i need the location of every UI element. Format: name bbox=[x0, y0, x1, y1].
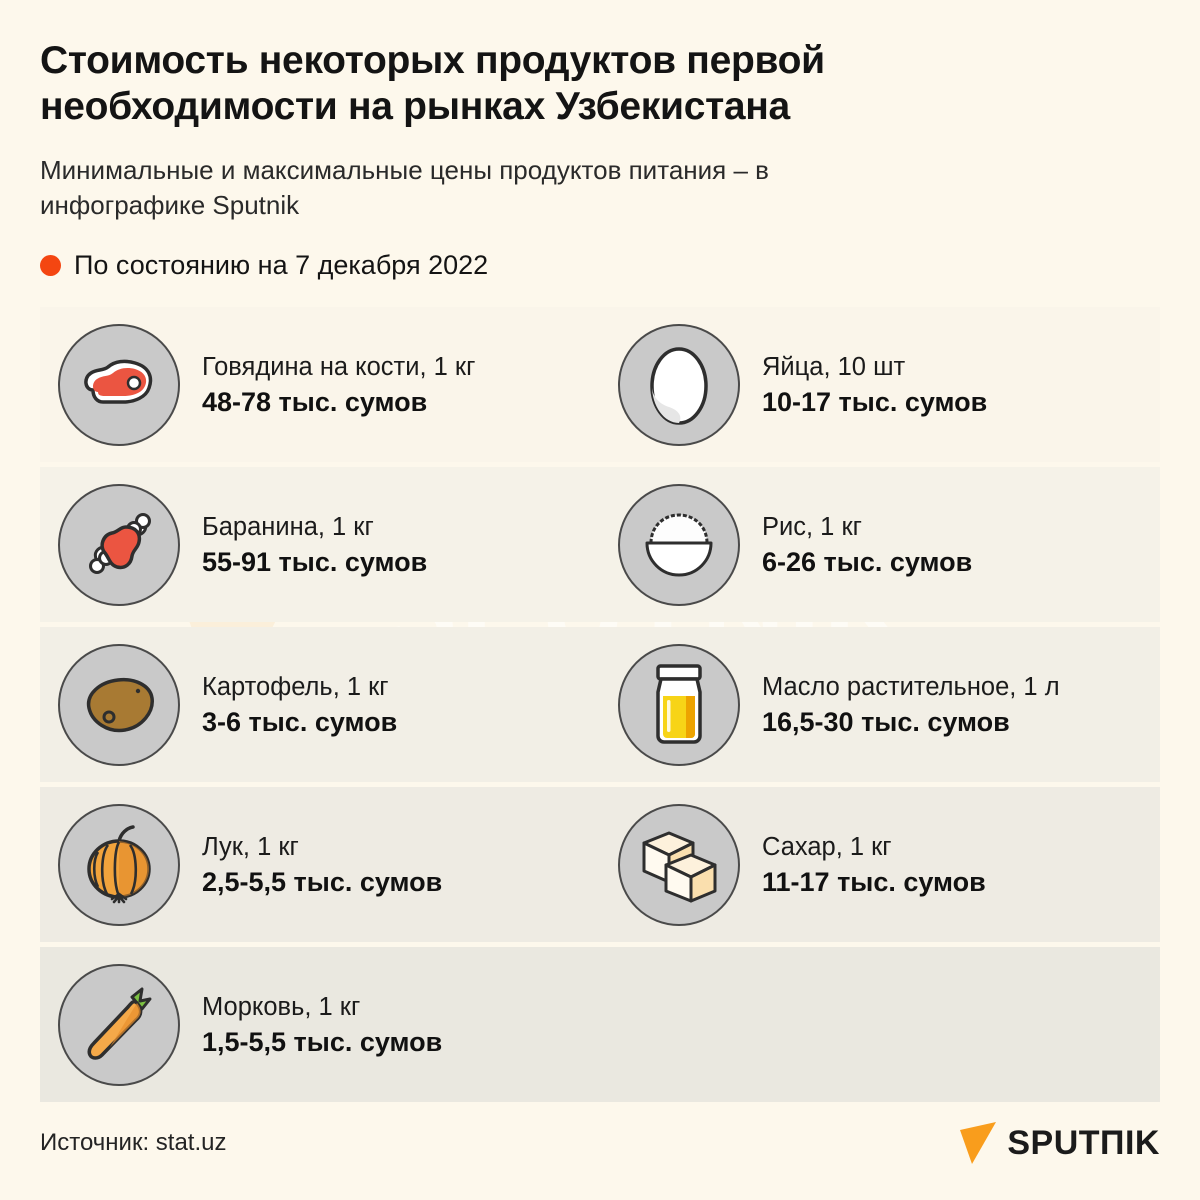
product-price: 3-6 тыс. сумов bbox=[202, 706, 398, 737]
carrot-icon bbox=[58, 963, 180, 1086]
rice-icon bbox=[618, 483, 740, 606]
product-row: Морковь, 1 кг 1,5-5,5 тыс. сумов bbox=[40, 947, 1160, 1103]
date-bullet-icon bbox=[40, 255, 61, 277]
product-name: Сахар, 1 кг bbox=[762, 832, 892, 861]
product-name: Масло растительное, 1 л bbox=[762, 672, 1060, 701]
product-text: Морковь, 1 кг 1,5-5,5 тыс. сумов bbox=[202, 993, 442, 1058]
product-text: Масло растительное, 1 л 16,5-30 тыс. сумо… bbox=[762, 673, 1060, 738]
sputnik-arrow-icon bbox=[960, 1122, 997, 1164]
product-text: Яйца, 10 шт 10-17 тыс. сумов bbox=[762, 353, 987, 418]
onion-icon bbox=[58, 803, 180, 926]
product-text: Рис, 1 кг 6-26 тыс. сумов bbox=[762, 513, 972, 578]
product-item: Лук, 1 кг 2,5-5,5 тыс. сумов bbox=[40, 787, 600, 942]
product-row: Говядина на кости, 1 кг 48-78 тыс. сумов … bbox=[40, 307, 1160, 463]
product-text: Баранина, 1 кг 55-91 тыс. сумов bbox=[202, 513, 427, 578]
product-name: Морковь, 1 кг bbox=[202, 992, 361, 1021]
product-item: Яйца, 10 шт 10-17 тыс. сумов bbox=[600, 307, 1160, 462]
source-label: Источник: stat.uz bbox=[40, 1129, 227, 1156]
page-subtitle: Минимальные и максимальные цены продукто… bbox=[40, 155, 769, 221]
product-price: 6-26 тыс. сумов bbox=[762, 546, 973, 577]
sputnik-logo: SPUTПIK bbox=[958, 1122, 1160, 1164]
lamb-icon bbox=[58, 483, 180, 606]
product-row: Картофель, 1 кг 3-6 тыс. сумов Масло раст… bbox=[40, 627, 1160, 783]
product-name: Рис, 1 кг bbox=[762, 512, 862, 541]
egg-icon bbox=[618, 323, 740, 446]
product-name: Говядина на кости, 1 кг bbox=[202, 352, 476, 381]
product-item: Говядина на кости, 1 кг 48-78 тыс. сумов bbox=[40, 307, 600, 462]
product-item: Сахар, 1 кг 11-17 тыс. сумов bbox=[600, 787, 1160, 942]
product-price: 2,5-5,5 тыс. сумов bbox=[202, 866, 443, 897]
page-title: Стоимость некоторых продуктов первой нео… bbox=[40, 39, 825, 128]
product-price: 16,5-30 тыс. сумов bbox=[762, 706, 1010, 737]
beef-icon bbox=[58, 323, 180, 446]
product-name: Картофель, 1 кг bbox=[202, 672, 389, 701]
product-item: Морковь, 1 кг 1,5-5,5 тыс. сумов bbox=[40, 947, 600, 1102]
product-list: Говядина на кости, 1 кг 48-78 тыс. сумов … bbox=[40, 307, 1160, 1103]
product-text: Картофель, 1 кг 3-6 тыс. сумов bbox=[202, 673, 397, 738]
product-row: Баранина, 1 кг 55-91 тыс. сумов Рис, 1 кг… bbox=[40, 467, 1160, 623]
product-item: Рис, 1 кг 6-26 тыс. сумов bbox=[600, 467, 1160, 622]
product-name: Яйца, 10 шт bbox=[762, 352, 906, 381]
product-item: Баранина, 1 кг 55-91 тыс. сумов bbox=[40, 467, 600, 622]
product-item: Картофель, 1 кг 3-6 тыс. сумов bbox=[40, 627, 600, 782]
product-name: Лук, 1 кг bbox=[202, 832, 299, 861]
potato-icon bbox=[58, 643, 180, 766]
product-price: 10-17 тыс. сумов bbox=[762, 386, 988, 417]
product-price: 55-91 тыс. сумов bbox=[202, 546, 428, 577]
footer: Источник: stat.uz SPUTПIK bbox=[40, 1122, 1160, 1164]
product-row: Лук, 1 кг 2,5-5,5 тыс. сумов Сахар, 1 кг 1… bbox=[40, 787, 1160, 943]
product-price: 1,5-5,5 тыс. сумов bbox=[202, 1026, 443, 1057]
sputnik-logo-text: SPUTПIK bbox=[1007, 1123, 1160, 1162]
product-price: 11-17 тыс. сумов bbox=[762, 866, 986, 897]
dateline: По состоянию на 7 декабря 2022 bbox=[40, 250, 1160, 281]
product-text: Сахар, 1 кг 11-17 тыс. сумов bbox=[762, 833, 986, 898]
date-label: По состоянию на 7 декабря 2022 bbox=[74, 250, 489, 281]
product-name: Баранина, 1 кг bbox=[202, 512, 374, 541]
product-price: 48-78 тыс. сумов bbox=[202, 386, 428, 417]
product-text: Говядина на кости, 1 кг 48-78 тыс. сумов bbox=[202, 353, 475, 418]
product-text: Лук, 1 кг 2,5-5,5 тыс. сумов bbox=[202, 833, 442, 898]
product-item: Масло растительное, 1 л 16,5-30 тыс. сумо… bbox=[600, 627, 1160, 782]
sugar-icon bbox=[618, 803, 740, 926]
oil-jar-icon bbox=[618, 643, 740, 766]
